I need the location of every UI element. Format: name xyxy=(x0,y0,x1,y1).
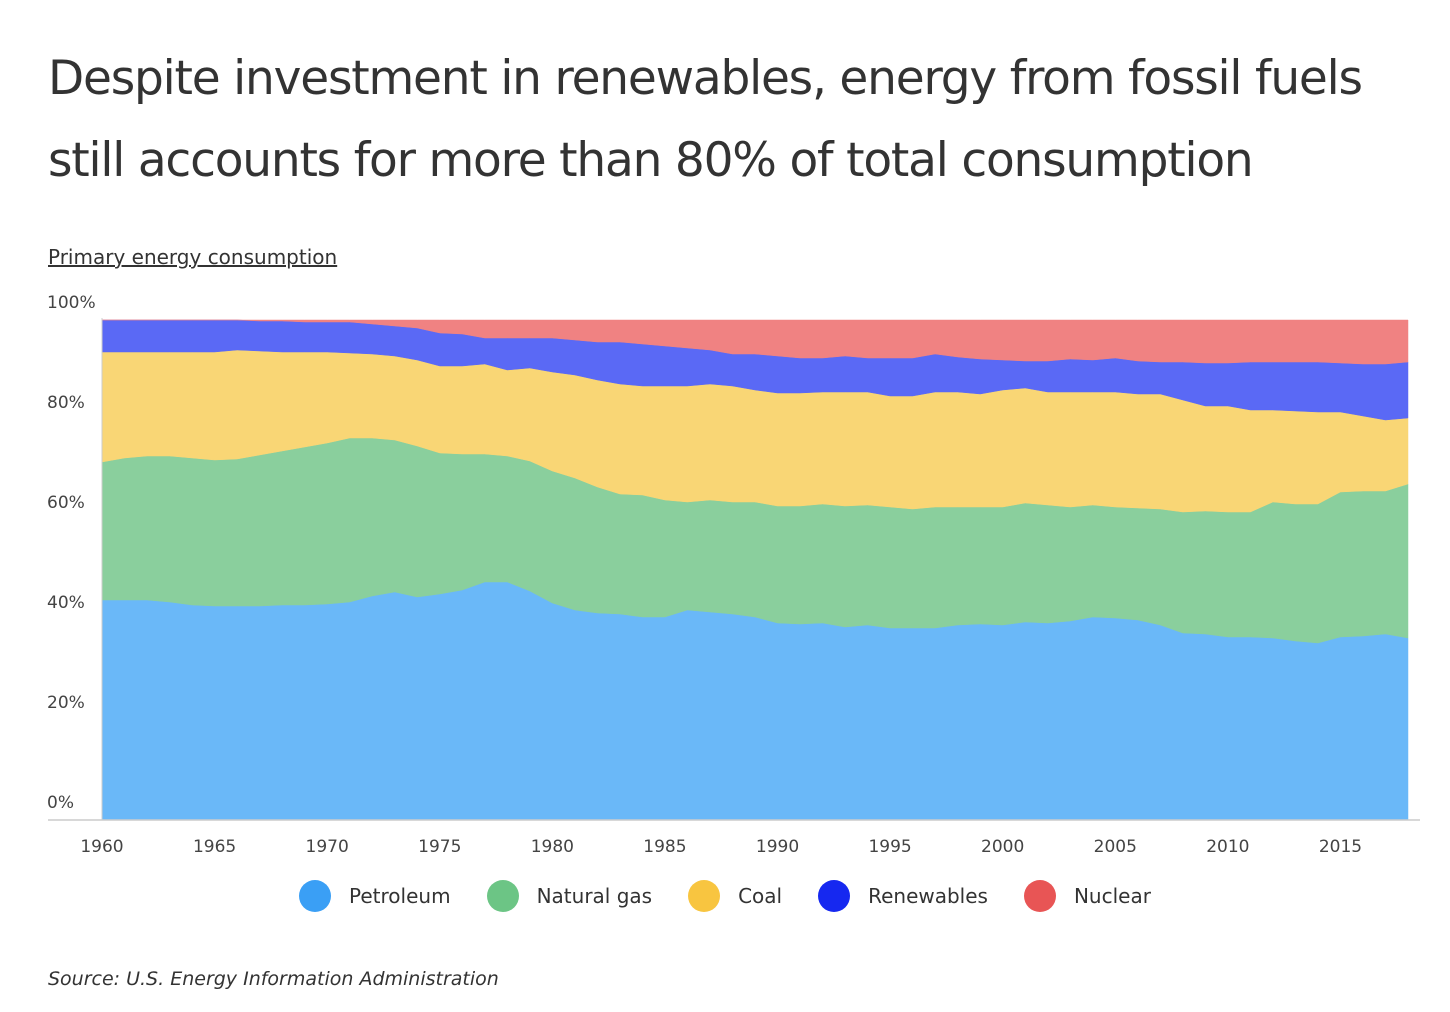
x-tick-label: 2005 xyxy=(1094,837,1137,857)
legend: Petroleum Natural gas Coal Renewables Nuclea… xyxy=(0,880,1450,912)
legend-label: Petroleum xyxy=(349,884,451,908)
y-tick-label: 60% xyxy=(47,493,85,513)
title-line-2: still accounts for more than 80% of tota… xyxy=(48,133,1254,188)
legend-swatch xyxy=(818,880,851,912)
legend-item-natural-gas: Natural gas xyxy=(486,880,653,912)
legend-swatch xyxy=(486,880,519,912)
legend-label: Coal xyxy=(738,884,783,908)
source-note: Source: U.S. Energy Information Administ… xyxy=(48,968,499,990)
y-tick-label: 80% xyxy=(47,393,85,413)
x-tick-label: 1970 xyxy=(306,837,349,857)
x-tick-label: 1985 xyxy=(643,837,686,857)
legend-item-nuclear: Nuclear xyxy=(1023,880,1151,912)
chart-title: Despite investment in renewables, energy… xyxy=(48,38,1363,202)
legend-label: Natural gas xyxy=(536,884,653,908)
x-tick-label: 1990 xyxy=(756,837,799,857)
x-tick-label: 2010 xyxy=(1206,837,1249,857)
x-tick-label: 2000 xyxy=(981,837,1024,857)
x-tick-label: 1995 xyxy=(868,837,911,857)
title-line-1: Despite investment in renewables, energy… xyxy=(48,51,1363,106)
x-tick-label: 1960 xyxy=(80,837,123,857)
chart-subtitle: Primary energy consumption xyxy=(48,245,338,269)
legend-item-petroleum: Petroleum xyxy=(299,880,451,912)
y-tick-label: 20% xyxy=(47,693,85,713)
legend-label: Nuclear xyxy=(1073,884,1151,908)
y-tick-label: 100% xyxy=(47,293,96,313)
legend-item-renewables: Renewables xyxy=(818,880,988,912)
legend-item-coal: Coal xyxy=(688,880,782,912)
y-tick-label: 0% xyxy=(47,793,74,813)
x-tick-label: 1975 xyxy=(418,837,461,857)
legend-label: Renewables xyxy=(868,884,988,908)
legend-swatch xyxy=(1023,880,1056,912)
legend-swatch xyxy=(299,880,332,912)
y-tick-label: 40% xyxy=(47,593,85,613)
x-tick-label: 1965 xyxy=(193,837,236,857)
area-nuclear xyxy=(102,319,1409,365)
x-tick-label: 2015 xyxy=(1319,837,1362,857)
x-tick-label: 1980 xyxy=(531,837,574,857)
legend-swatch xyxy=(688,880,721,912)
